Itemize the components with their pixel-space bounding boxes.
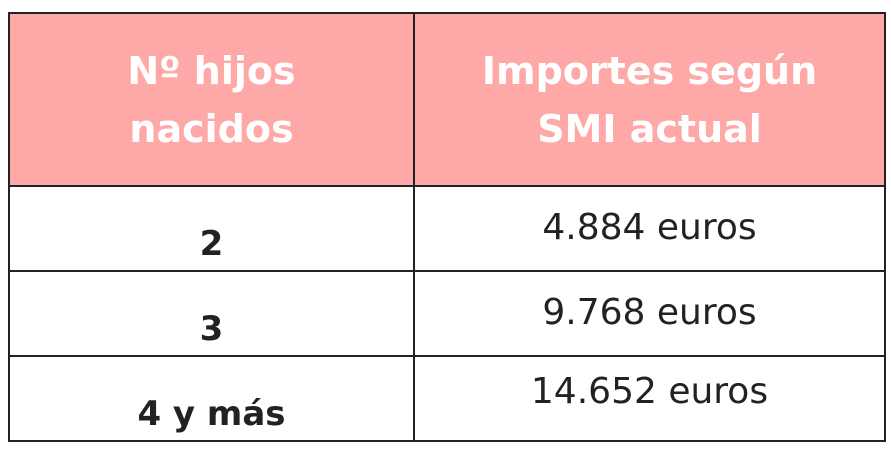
header-cell: Nº hijos nacidos [8,12,415,187]
amount-cell: 14.652 euros [413,355,886,442]
amount-cell: 4.884 euros [413,185,886,272]
children-cell: 2 [8,185,415,272]
children-cell: 4 y más [8,355,415,442]
amount-cell: 9.768 euros [413,270,886,357]
header-cell: Importes según SMI actual [413,12,886,187]
children-cell: 3 [8,270,415,357]
